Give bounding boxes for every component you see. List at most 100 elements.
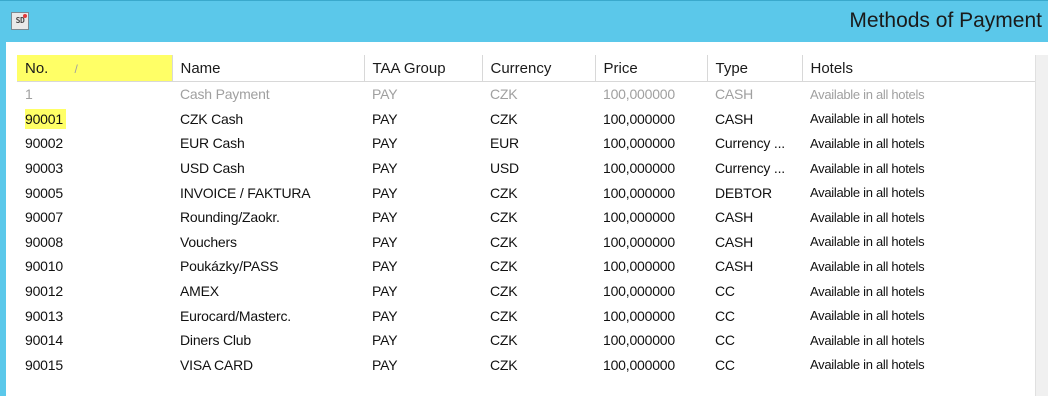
cell-price: 100,000000 [603, 332, 675, 349]
app-icon[interactable]: SD [11, 12, 29, 30]
window-left-border [0, 42, 6, 414]
sort-indicator-icon: / [74, 61, 78, 76]
cell-currency: CZK [490, 86, 518, 103]
table-row[interactable]: 90013 Eurocard/Masterc. PAY CZK 100,000000 CC… [17, 303, 1035, 328]
cell-taa-group: PAY [372, 184, 398, 201]
cell-no: 90010 [25, 258, 63, 275]
cell-name: CZK Cash [180, 110, 243, 127]
column-header-price[interactable]: Price [595, 55, 708, 82]
column-header-type[interactable]: Type [707, 55, 803, 82]
cell-currency: CZK [490, 307, 518, 324]
cell-no: 90001 [17, 107, 172, 132]
column-header-currency[interactable]: Currency [482, 55, 596, 82]
column-header-name[interactable]: Name [172, 55, 365, 82]
column-header-hotels[interactable]: Hotels [802, 55, 1036, 82]
column-header-no[interactable]: No. / [17, 55, 173, 82]
cell-name: Poukázky/PASS [180, 258, 279, 275]
cell-no: 90005 [25, 184, 63, 201]
cell-hotels: Available in all hotels [810, 111, 925, 127]
cell-type: Currency ... [715, 135, 785, 152]
cell-name: Cash Payment [180, 86, 270, 103]
title-bar: SD Methods of Payment [0, 0, 1048, 42]
cell-name: Eurocard/Masterc. [180, 307, 291, 324]
cell-type: CC [715, 283, 735, 300]
table-header-row: No. / Name TAA Group Currency Price Type… [17, 55, 1036, 82]
cell-taa-group: PAY [372, 86, 398, 103]
cell-taa-group: PAY [372, 233, 398, 250]
cell-hotels: Available in all hotels [810, 234, 925, 250]
cell-type: CC [715, 332, 735, 349]
cell-price: 100,000000 [603, 233, 675, 250]
payment-methods-table: No. / Name TAA Group Currency Price Type… [17, 55, 1036, 377]
table-row[interactable]: 90010 Poukázky/PASS PAY CZK 100,000000 CASH Av… [17, 254, 1035, 279]
cell-hotels: Available in all hotels [810, 283, 925, 299]
cell-price: 100,000000 [603, 209, 675, 226]
vertical-scrollbar[interactable] [1035, 55, 1048, 396]
cell-no: 90012 [25, 283, 63, 300]
grid-area [0, 42, 1048, 414]
cell-type: CC [715, 356, 735, 373]
cell-taa-group: PAY [372, 160, 398, 177]
cell-type: CASH [715, 258, 754, 275]
table-row[interactable]: 90008 Vouchers PAY CZK 100,000000 CASH Availab… [17, 230, 1035, 255]
cell-currency: CZK [490, 184, 518, 201]
cell-name: Rounding/Zaokr. [180, 209, 280, 226]
cell-type: CASH [715, 110, 754, 127]
cell-hotels: Available in all hotels [810, 209, 925, 225]
cell-hotels: Available in all hotels [810, 160, 925, 176]
cell-name: EUR Cash [180, 135, 245, 152]
table-row[interactable]: 90012 AMEX PAY CZK 100,000000 CC Available in … [17, 279, 1035, 304]
cell-taa-group: PAY [372, 258, 398, 275]
cell-type: CC [715, 307, 735, 324]
cell-name: AMEX [180, 283, 219, 300]
grid-footer [0, 396, 1048, 414]
cell-no: 90013 [25, 307, 63, 324]
cell-currency: CZK [490, 110, 518, 127]
cell-hotels: Available in all hotels [810, 308, 925, 324]
cell-currency: CZK [490, 258, 518, 275]
cell-currency: CZK [490, 233, 518, 250]
cell-type: CASH [715, 209, 754, 226]
cell-name: INVOICE / FAKTURA [180, 184, 311, 201]
cell-no: 90008 [25, 233, 63, 250]
table-row[interactable]: 90003 USD Cash PAY USD 100,000000 Currency ..… [17, 156, 1035, 181]
window-title: Methods of Payment [849, 9, 1042, 32]
cell-currency: CZK [490, 209, 518, 226]
cell-price: 100,000000 [603, 160, 675, 177]
cell-no: 90007 [25, 209, 63, 226]
cell-no: 90002 [25, 135, 63, 152]
cell-name: VISA CARD [180, 356, 253, 373]
cell-currency: USD [490, 160, 519, 177]
table-row[interactable]: 1 Cash Payment PAY CZK 100,000000 CASH Availab… [17, 82, 1035, 107]
cell-currency: CZK [490, 356, 518, 373]
cell-hotels: Available in all hotels [810, 258, 925, 274]
cell-price: 100,000000 [603, 110, 675, 127]
cell-taa-group: PAY [372, 332, 398, 349]
table-row[interactable]: 90007 Rounding/Zaokr. PAY CZK 100,000000 CASH… [17, 205, 1035, 230]
app-icon-label: SD [15, 16, 25, 25]
cell-no: 1 [25, 86, 33, 103]
cell-hotels: Available in all hotels [810, 357, 925, 373]
cell-type: CASH [715, 86, 754, 103]
cell-hotels: Available in all hotels [810, 135, 925, 151]
cell-name: Vouchers [180, 233, 237, 250]
table-row[interactable]: 90015 VISA CARD PAY CZK 100,000000 CC Availabl… [17, 353, 1035, 378]
cell-taa-group: PAY [372, 356, 398, 373]
cell-price: 100,000000 [603, 184, 675, 201]
cell-price: 100,000000 [603, 258, 675, 275]
cell-price: 100,000000 [603, 86, 675, 103]
cell-name: USD Cash [180, 160, 245, 177]
table-row[interactable]: 90005 INVOICE / FAKTURA PAY CZK 100,000000 DE… [17, 180, 1035, 205]
cell-hotels: Available in all hotels [810, 185, 925, 201]
table-row[interactable]: 90014 Diners Club PAY CZK 100,000000 CC Availa… [17, 328, 1035, 353]
cell-taa-group: PAY [372, 110, 398, 127]
cell-taa-group: PAY [372, 307, 398, 324]
table-row[interactable]: 90001 CZK Cash PAY CZK 100,000000 CASH Availab… [17, 107, 1035, 132]
table-row[interactable]: 90002 EUR Cash PAY EUR 100,000000 Currency ..… [17, 131, 1035, 156]
cell-type: Currency ... [715, 160, 785, 177]
highlighted-number: 90001 [25, 108, 66, 129]
cell-currency: EUR [490, 135, 519, 152]
cell-taa-group: PAY [372, 283, 398, 300]
column-header-taa-group[interactable]: TAA Group [364, 55, 483, 82]
cell-price: 100,000000 [603, 135, 675, 152]
